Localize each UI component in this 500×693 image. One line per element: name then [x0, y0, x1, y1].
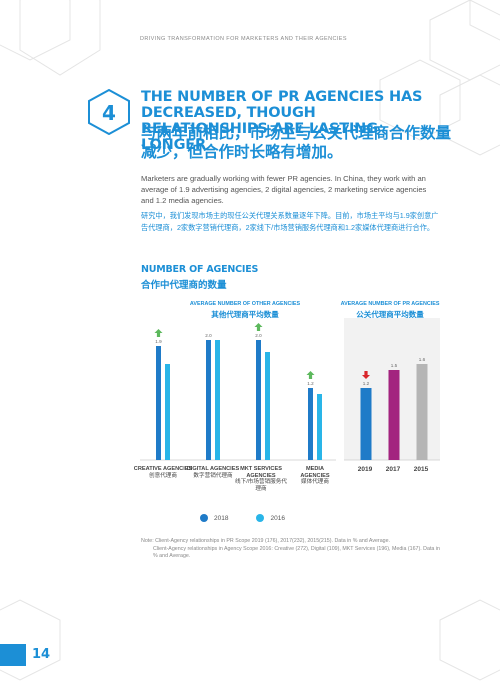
page-number-tab [0, 644, 26, 666]
category-label-creative: CREATIVE AGENCIES 创意代理商 [133, 466, 193, 479]
headline-chinese: 与两年前相比，市场主与公关代理商合作数量减少，但合作时长略有增加。 [141, 124, 452, 161]
legend-item-2018: 2018 [200, 514, 228, 522]
category-label-media: MEDIA AGENCIES 媒体代理商 [300, 466, 330, 486]
other-agencies-panel-title-english: AVERAGE NUMBER OF OTHER AGENCIES [189, 301, 301, 307]
legend-item-2016: 2016 [256, 514, 285, 522]
note-line-1: Note: Client-Agency relationships in PR … [141, 538, 391, 544]
legend-swatch-2018 [200, 514, 208, 522]
pr-agencies-panel-title-english: AVERAGE NUMBER OF PR AGENCIES [340, 301, 440, 307]
body-text-english: Marketers are gradually working with few… [141, 174, 427, 205]
headline-english: THE NUMBER OF PR AGENCIES HAS DECREASED,… [141, 89, 423, 153]
other-agencies-panel-title-chinese: 其他代理商平均数量 [211, 310, 279, 319]
category-label-digital: DIGITAL AGENCIES 数字营销代理商 [186, 466, 240, 479]
legend-label-2018: 2018 [214, 514, 229, 522]
chart-legend: 2018 2016 [200, 514, 285, 522]
chart-note: Note: Client-Agency relationships in PR … [141, 538, 441, 561]
running-head: DRIVING TRANSFORMATION FOR MARKETERS AND… [140, 36, 347, 42]
chart-section-title-chinese: 合作中代理商的数量 [141, 280, 227, 291]
legend-swatch-2016 [256, 514, 265, 522]
chart-section-title-english: NUMBER OF AGENCIES [141, 264, 259, 275]
year-label-2017: 2017 [385, 466, 401, 473]
year-label-2015: 2015 [413, 466, 429, 473]
svg-text:4: 4 [102, 101, 116, 125]
page-number: 14 [32, 647, 51, 662]
note-line-2: Client-Agency relationships in Agency Sc… [153, 545, 440, 560]
legend-label-2016: 2016 [270, 514, 285, 522]
pr-agencies-panel-title-chinese: 公关代理商平均数量 [356, 310, 424, 319]
year-label-2019: 2019 [357, 466, 373, 473]
category-label-mkt-services: MKT SERVICES AGENCIES 线下/市场营销服务代理商 [235, 466, 287, 492]
section-number-badge: 4 [88, 89, 130, 135]
body-text-chinese: 研究中，我们发现市场主的现任公关代理关系数量逐年下降。目前，市场主平均与1.9家… [141, 211, 439, 232]
